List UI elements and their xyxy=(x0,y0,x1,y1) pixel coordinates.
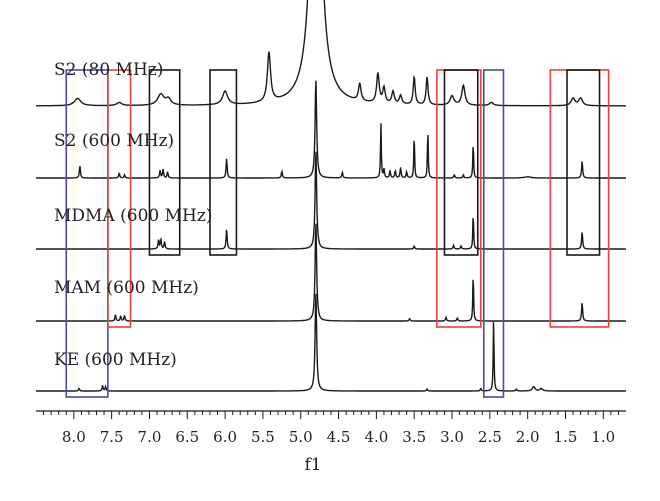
x-tick-label: 1.0 xyxy=(591,428,615,446)
x-axis: 8.0 7.5 7.0 6.5 6.0 5.5 5.0 4.5 4.0 3.5 3.0 2.5 2.0 1… xyxy=(36,410,626,475)
spectrum-label-s2-600: S2 (600 MHz) xyxy=(54,131,174,151)
x-tick-label: 1.5 xyxy=(554,428,578,446)
x-axis-title: f1 xyxy=(304,455,321,475)
highlight-box-3 xyxy=(148,69,181,256)
x-tick-label: 5.5 xyxy=(251,428,275,446)
highlight-boxes-layer xyxy=(65,69,610,398)
highlight-box-1 xyxy=(65,69,109,398)
x-tick-label: 2.0 xyxy=(516,428,540,446)
spectrum-trace-mam-600-mhz xyxy=(36,223,626,322)
spectra-layer xyxy=(36,0,626,392)
spectrum-trace-mdma-600-mhz xyxy=(36,151,626,250)
spectrum-label-mam-600: MAM (600 MHz) xyxy=(54,278,199,298)
highlight-box-4 xyxy=(209,69,238,256)
spectrum-trace-s2-600-mhz xyxy=(36,80,626,179)
spectrum-labels-layer: S2 (80 MHz) S2 (600 MHz) MDMA (600 MHz) … xyxy=(54,60,212,370)
x-tick-label: 5.0 xyxy=(289,428,313,446)
x-tick-label: 8.0 xyxy=(62,428,86,446)
highlight-box-9 xyxy=(566,69,601,256)
highlight-box-6 xyxy=(443,69,479,256)
x-tick-label: 4.0 xyxy=(364,428,388,446)
spectrum-label-mdma-600: MDMA (600 MHz) xyxy=(54,206,212,226)
spectrum-label-s2-80: S2 (80 MHz) xyxy=(54,60,163,80)
x-tick-label: 3.5 xyxy=(402,428,426,446)
x-tick-label: 7.0 xyxy=(138,428,162,446)
spectrum-trace-ke-600-mhz xyxy=(36,293,626,392)
x-axis-ticks: 8.0 7.5 7.0 6.5 6.0 5.5 5.0 4.5 4.0 3.5 3.0 2.5 2.0 1… xyxy=(43,411,619,446)
spectrum-label-ke-600: KE (600 MHz) xyxy=(54,350,177,370)
x-tick-label: 6.0 xyxy=(213,428,237,446)
highlight-box-7 xyxy=(482,69,505,398)
x-tick-label: 3.0 xyxy=(440,428,464,446)
highlight-box-2 xyxy=(107,69,132,328)
x-tick-label: 4.5 xyxy=(327,428,351,446)
x-tick-label: 7.5 xyxy=(100,428,124,446)
x-tick-label: 2.5 xyxy=(478,428,502,446)
x-tick-label: 6.5 xyxy=(175,428,199,446)
spectrum-trace-s2-80-mhz xyxy=(36,0,626,107)
